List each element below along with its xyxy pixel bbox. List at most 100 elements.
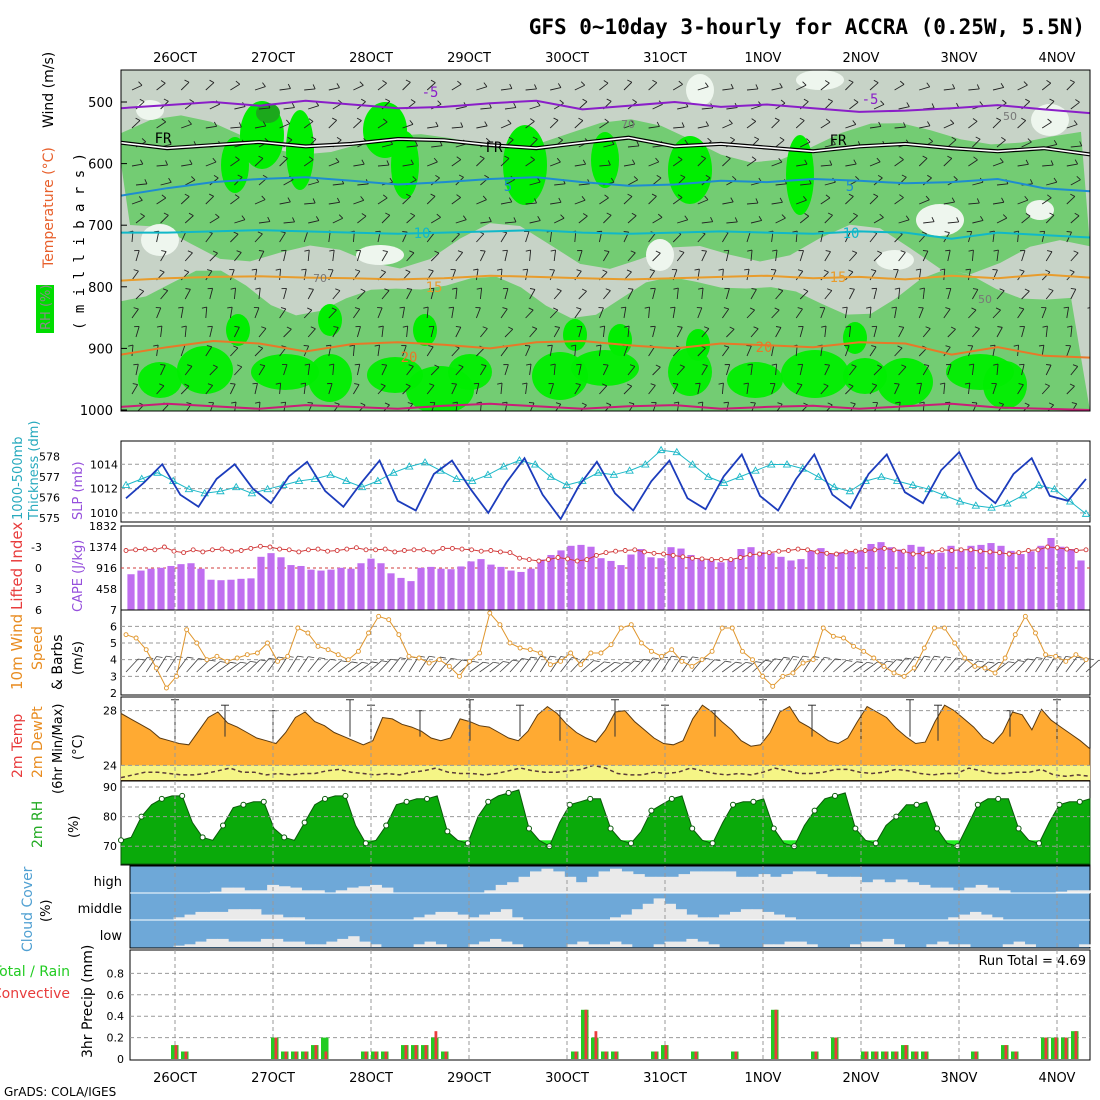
wind-barb [722,308,730,319]
wind-barb [475,307,481,319]
wind-barb-flag [1000,83,1005,88]
lifted-index-line-point [142,546,148,552]
precip-convective-bar [614,1051,618,1059]
wind-barb-flag [259,364,265,367]
wind-barb-flag [333,326,339,328]
rh-dry-patch [1031,104,1069,136]
rh2m-point [709,840,716,847]
wind-barb-flag [213,174,219,179]
lifted-index-line-point [968,547,974,553]
wind-barb-flag [139,288,144,292]
wind-barb [894,383,900,395]
wind-barb-flag [925,326,931,329]
wind-barb-flag [853,99,859,103]
wind-barb-flag [755,84,759,90]
rh2m-point [118,837,124,844]
thickness-line-point [735,472,745,480]
wind10m-barb-flag [624,661,631,664]
cloud-cell-low [326,941,338,947]
cloud-cell-low [271,938,284,947]
cape-bar [637,549,645,610]
wind-barb [603,214,612,224]
wind-barb [968,88,980,91]
wind-barb [967,269,971,281]
lifted-index-line-point [334,548,340,553]
wind-barb [455,366,464,376]
wind-barb-flag [606,98,612,102]
wind-barb-flag [1073,120,1078,125]
wind10m-barb-flag [450,657,458,660]
wind-barb [455,219,467,224]
wind-barb [308,105,319,110]
wind-barb-flag [532,136,538,140]
wind-barb-flag [797,307,803,310]
cape-bar [927,551,935,610]
lifted-index-line-point [891,547,897,553]
wind-barb [1066,196,1076,205]
wind-barb-flag [804,159,808,165]
wind-barb-flag [530,118,535,122]
cloud-cell-middle [293,917,306,920]
cape-bar [907,544,915,610]
cloud-cell-middle [762,911,775,920]
wind10m-barb-flag [259,659,266,662]
wind10m-barb-flag [692,656,699,659]
pressure-tick-label: 800 [88,281,113,296]
wind-barb [156,385,165,395]
wind-barb-flag [159,383,165,387]
wind-barb-flag [1048,288,1054,291]
rh-blob-saturated [256,103,280,123]
wind-barb-flag [385,98,391,102]
wind-barb-flag [234,194,240,198]
cape-tick-label: 916 [96,562,117,575]
wind10m-barb [1014,658,1028,673]
rh2m-point [444,828,451,835]
wind-barb [303,121,314,129]
wind-barb-flag [547,344,553,347]
wind-barb-flag [1002,99,1007,104]
wind10m-barb-flag [924,655,931,658]
wind-barb [919,125,931,129]
wind-barb [135,364,139,376]
wind-frame [120,609,1091,696]
wind-barb [476,199,487,205]
wind-barb-flag [751,118,757,122]
wind-barb [771,345,775,357]
wind-barb [1091,83,1099,90]
wind10m-barb [651,656,663,673]
cloud-cell-middle [686,914,698,920]
cape-bar [977,544,985,610]
cloud-cell-high [987,887,1000,893]
lifted-index-line-point [305,547,311,553]
wind10m-barb-flag [944,656,952,659]
wind-barb-flag [1047,118,1052,123]
wind-barb [578,364,582,376]
wind-barb-flag [891,306,897,309]
wind-barb-flag [328,363,334,366]
wind-barb-flag [876,157,881,163]
wind-barb [648,161,659,167]
wind-barb [918,307,924,319]
lifted-index-line-point [853,548,859,554]
wind-barb-flag [184,193,190,197]
lifted-index-line-point [814,549,820,555]
wind10m-line-point [477,650,483,656]
wind-barb [402,196,411,205]
thickness-line-point [704,472,713,480]
top-date-label: 31OCT [643,51,687,66]
wind-barb [922,365,930,376]
lifted-index-line-point [488,548,494,553]
wind-barb [209,103,220,110]
wind-barb [996,217,1008,224]
wind-barb [746,269,750,281]
cloud-cell-low [686,938,698,947]
wind-barb-flag [853,212,858,217]
thickness-line-point [137,474,147,482]
thickness-line-point [656,445,666,454]
lifted-index-line-point [670,552,676,558]
wind-barb [750,328,759,338]
wind-barb-flag [698,287,704,290]
cloud-cell-middle [719,914,731,920]
lifted-index-line-point [478,548,484,554]
cloud-cell-high [621,871,634,893]
